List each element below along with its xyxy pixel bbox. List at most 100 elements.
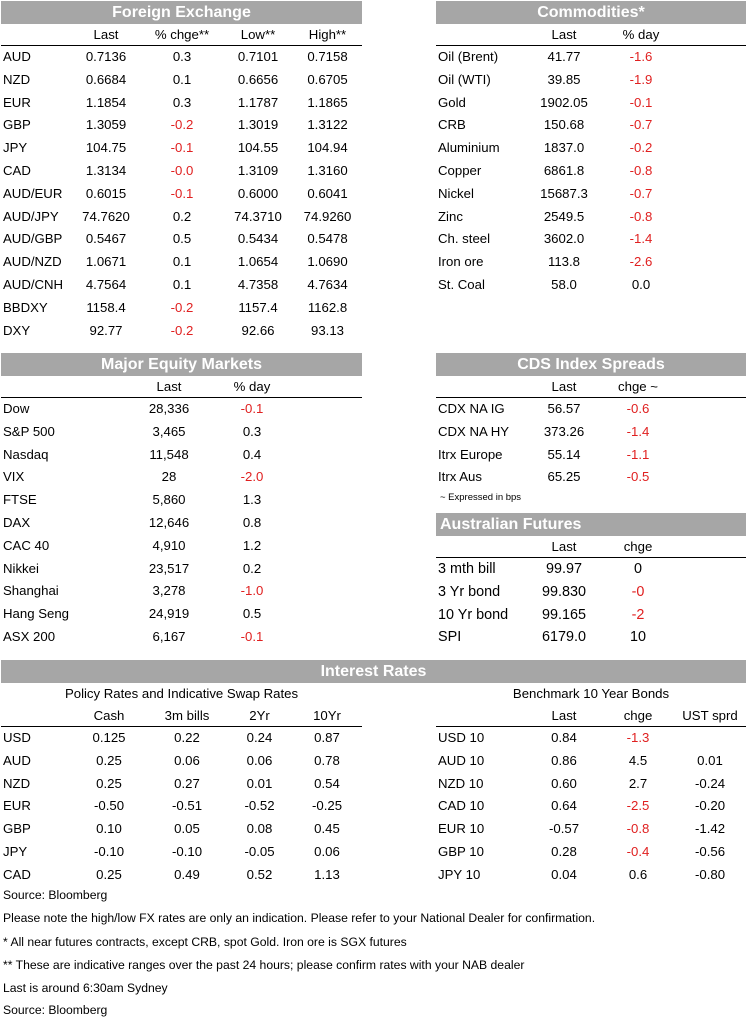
footnote-4: ** These are indicative ranges over the … — [3, 958, 525, 972]
bonds-cell — [674, 727, 746, 750]
fx-row-label: DXY — [3, 322, 31, 338]
fx-cell: 74.9260 — [303, 208, 352, 224]
cds-cell: -1.4 — [626, 423, 650, 439]
fx-cell: 1.3019 — [237, 117, 279, 133]
table-row: Nickel 15687.3 -0.7 — [436, 183, 746, 206]
bonds-cell: -0.56 — [694, 843, 726, 859]
equity-body: Last % day Dow 28,336 -0.1 S&P 500 3,465 0.3 Nas… — [1, 376, 362, 649]
equity-row-label: Hang Seng — [3, 606, 69, 622]
bonds-row-label: NZD 10 — [438, 775, 484, 791]
table-row: NZD 10 0.60 2.7 -0.24 — [436, 773, 746, 796]
fx-row-label: NZD — [3, 71, 31, 87]
futures-cell: 10 — [629, 629, 646, 646]
bonds-col-header: chge — [623, 708, 653, 723]
futures-row-label: 10 Yr bond — [438, 606, 509, 623]
table-row: Oil (Brent) 41.77 -1.6 — [436, 46, 746, 69]
table-row: S&P 500 3,465 0.3 — [1, 421, 362, 444]
commodities-table: Last % day Oil (Brent) 41.77 -1.6 Oil (WTI) 39… — [436, 24, 746, 297]
futures-title: Australian Futures — [436, 513, 746, 536]
policy-body: Cash 3m bills 2Yr 10Yr USD 0.125 0.22 0.24 0.87 A… — [1, 705, 362, 887]
table-row: Shanghai 3,278 -1.0 — [1, 580, 362, 603]
fx-row-label: AUD/GBP — [3, 231, 63, 247]
table-row: AUD/NZD 1.0671 0.1 1.0654 1.0690 — [1, 251, 362, 274]
futures-row-label: SPI — [438, 629, 462, 646]
table-row: Zinc 2549.5 -0.8 — [436, 206, 746, 229]
commodities-cell: -1.9 — [629, 71, 653, 87]
commodities-title: Commodities* — [436, 1, 746, 24]
equity-cell: 5,860 — [152, 492, 186, 508]
commodities-row-label: Oil (WTI) — [438, 71, 491, 87]
fx-cell: 1.3134 — [85, 162, 127, 178]
table-row: Iron ore 113.8 -2.6 — [436, 251, 746, 274]
commodities-cell: -0.1 — [629, 94, 653, 110]
policy-cell: 0.01 — [246, 775, 273, 791]
fx-cell: 0.6000 — [237, 185, 279, 201]
fx-cell: 0.6041 — [307, 185, 348, 201]
fx-cell: -0.1 — [170, 185, 194, 201]
bonds-cell: 0.6 — [628, 866, 648, 882]
table-row: AUD 10 0.86 4.5 0.01 — [436, 750, 746, 773]
policy-header-row: Cash 3m bills 2Yr 10Yr — [1, 705, 362, 727]
fx-cell: 0.6684 — [85, 71, 127, 87]
fx-cell: 0.1 — [172, 276, 192, 292]
equity-row-label: FTSE — [3, 492, 37, 508]
commodities-cell: -0.2 — [629, 140, 653, 156]
table-row: CRB 150.68 -0.7 — [436, 114, 746, 137]
commodities-panel: Commodities* Last % day Oil (Brent) 41.77 -1… — [436, 1, 746, 297]
policy-cell: 0.22 — [174, 730, 200, 745]
commodities-cell: 41.77 — [547, 49, 581, 64]
fx-cell: 0.2 — [172, 208, 192, 224]
equity-cell: -2.0 — [240, 469, 264, 485]
policy-cell: 0.54 — [314, 775, 340, 791]
fx-cell: 0.6656 — [237, 71, 279, 87]
bonds-row-label: JPY 10 — [438, 866, 481, 882]
table-row: EUR -0.50 -0.51 -0.52 -0.25 — [1, 795, 362, 818]
equity-cell: 3,278 — [152, 583, 186, 599]
fx-row-label: GBP — [3, 117, 31, 133]
fx-table: Last % chge** Low** High** AUD 0.7136 0.3 0.710… — [1, 24, 362, 342]
commodities-cell: -0.8 — [629, 208, 653, 224]
table-row: VIX 28 -2.0 — [1, 466, 362, 489]
commodities-cell: 39.85 — [547, 71, 581, 87]
policy-cell: 1.13 — [314, 866, 340, 882]
bonds-row-label: CAD 10 — [438, 798, 485, 814]
table-row: CAC 40 4,910 1.2 — [1, 535, 362, 558]
table-row: 10 Yr bond 99.165 -2 — [436, 604, 746, 627]
equity-cell: 1.3 — [242, 492, 262, 508]
bonds-panel: Benchmark 10 Year Bonds Last chge UST sprd… — [436, 683, 746, 887]
policy-row-label: AUD — [3, 752, 31, 768]
fx-cell: 1.0654 — [237, 254, 279, 270]
commodities-cell: -0.8 — [629, 162, 653, 178]
policy-cell: 0.49 — [174, 866, 200, 882]
bonds-row-label: AUD 10 — [438, 752, 485, 768]
fx-row-label: CAD — [3, 162, 31, 178]
fx-col-header: % chge** — [154, 27, 210, 42]
fx-cell: 92.66 — [241, 322, 275, 338]
table-row: JPY 104.75 -0.1 104.55 104.94 — [1, 137, 362, 160]
bonds-cell: -0.80 — [694, 866, 726, 882]
fx-cell: 1.1787 — [237, 94, 279, 110]
commodities-cell: 1902.05 — [540, 94, 588, 110]
fx-cell: 0.5478 — [307, 231, 348, 247]
equity-col-header: % day — [233, 379, 271, 394]
fx-cell: 74.3710 — [234, 208, 282, 224]
commodities-cell: 2549.5 — [543, 208, 585, 224]
bonds-row-label: USD 10 — [438, 730, 485, 745]
bonds-cell: -0.20 — [694, 798, 726, 814]
equity-cell: 3,465 — [152, 423, 186, 439]
table-row: Copper 6861.8 -0.8 — [436, 160, 746, 183]
fx-cell: 1.0690 — [307, 254, 348, 270]
policy-panel: Policy Rates and Indicative Swap Rates C… — [1, 683, 362, 887]
policy-col-header: 10Yr — [313, 708, 341, 723]
table-row: Oil (WTI) 39.85 -1.9 — [436, 69, 746, 92]
commodities-cell: 3602.0 — [543, 231, 585, 247]
policy-cell: 0.06 — [174, 752, 200, 768]
policy-row-label: EUR — [3, 798, 31, 814]
fx-cell: 0.5434 — [237, 231, 279, 247]
futures-cell: -2 — [631, 606, 645, 623]
fx-row-label: AUD — [3, 49, 31, 64]
fx-cell: 1.3109 — [237, 162, 279, 178]
table-row: DAX 12,646 0.8 — [1, 512, 362, 535]
fx-cell: 4.7564 — [85, 276, 127, 292]
table-row: 3 mth bill 99.97 0 — [436, 558, 746, 581]
